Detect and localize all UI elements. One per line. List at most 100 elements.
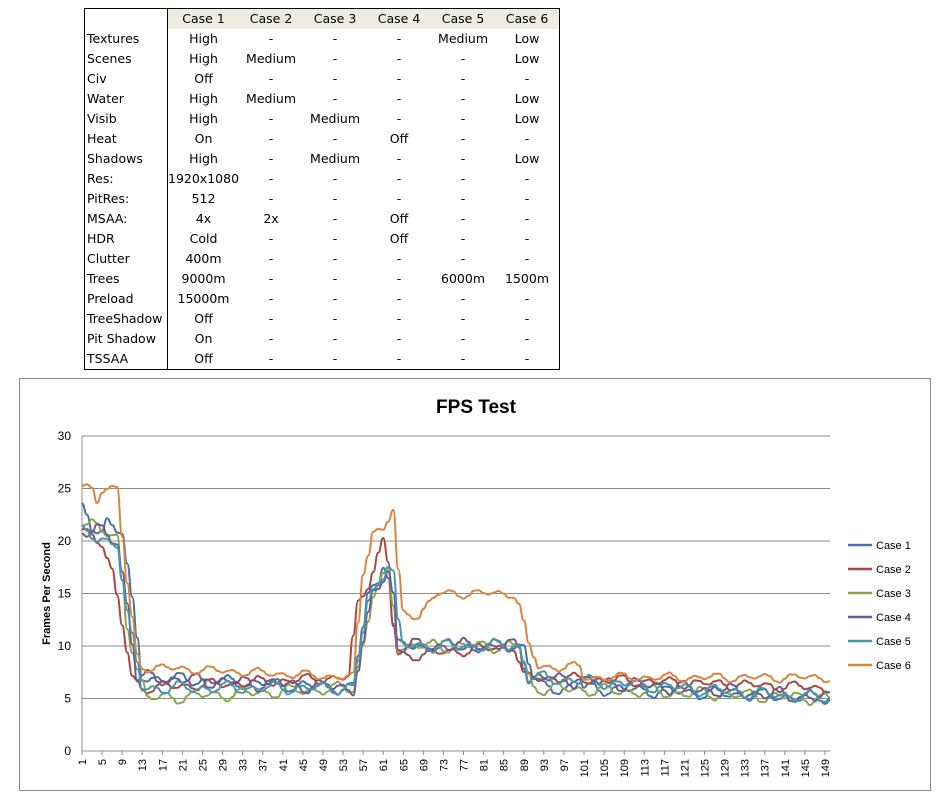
table-cell: -: [460, 311, 466, 326]
table-cell: High: [189, 111, 218, 126]
series-line-case-4: [81, 523, 831, 703]
table-row: PitRes: 512 - - - - -: [84, 189, 560, 209]
table-cell: -: [268, 71, 274, 86]
table-cell: -: [460, 151, 466, 166]
table-cell: -: [268, 251, 274, 266]
table-row: Scenes High Medium - - - Low: [84, 49, 560, 69]
table-cell: Off: [389, 231, 409, 246]
table-cell: -: [524, 311, 530, 326]
x-tick-label: 97: [559, 759, 571, 771]
table-cell: -: [460, 51, 466, 66]
table-cell: -: [332, 51, 338, 66]
table-header-cell: Case 4: [367, 8, 432, 29]
table-cell: -: [396, 291, 402, 306]
x-tick-label: 49: [318, 759, 330, 771]
table-row-label: Clutter: [84, 249, 168, 269]
table-cell: -: [268, 311, 274, 326]
table-row-label: MSAA:: [84, 209, 168, 229]
x-tick-label: 149: [820, 759, 832, 777]
table-cell: Off: [194, 351, 213, 366]
table-cell: -: [332, 251, 338, 266]
table-cell: -: [268, 331, 274, 346]
table-row-label: TSSAA: [84, 349, 168, 370]
table-row-label: HDR: [84, 229, 168, 249]
table-row-label: Water: [84, 89, 168, 109]
table-cell: -: [460, 231, 466, 246]
table-cell: Cold: [189, 231, 218, 246]
table-cell: -: [332, 351, 338, 366]
table-cell: -: [524, 231, 530, 246]
table-cell: -: [460, 211, 466, 226]
x-tick-label: 125: [699, 759, 711, 777]
x-tick-label: 133: [740, 759, 752, 777]
table-row: Res: 1920x1080 - - - - -: [84, 169, 560, 189]
table-row: TSSAA Off - - - - -: [84, 349, 560, 370]
table-cell: -: [396, 151, 402, 166]
table-cell: -: [268, 111, 274, 126]
table-header-cell: Case 5: [431, 8, 496, 29]
table-cell: -: [332, 271, 338, 286]
table-cell: -: [332, 171, 338, 186]
table-row: Trees 9000m - - - 6000m 1500m: [84, 269, 560, 289]
series-line-case-2: [82, 528, 831, 695]
table-cell: -: [332, 231, 338, 246]
table-cell: High: [189, 51, 218, 66]
table-cell: -: [396, 171, 402, 186]
table-cell: 6000m: [441, 271, 486, 286]
y-tick-label: 30: [58, 429, 72, 443]
table-cell: High: [189, 91, 218, 106]
table-cell: 400m: [185, 251, 222, 266]
x-tick-label: 29: [218, 759, 230, 771]
y-axis-label: Frames Per Second: [41, 542, 53, 645]
x-tick-label: 1: [77, 759, 89, 765]
table-cell: -: [524, 211, 530, 226]
table-cell: -: [396, 311, 402, 326]
legend-label: Case 6: [876, 660, 911, 672]
table-cell: -: [460, 131, 466, 146]
table-row-label: PitRes:: [84, 189, 168, 209]
x-tick-label: 37: [258, 759, 270, 771]
x-tick-label: 145: [800, 759, 812, 777]
table-row-label: Res:: [84, 169, 168, 189]
table-cell: Medium: [438, 31, 489, 46]
table-cell: 512: [191, 191, 216, 206]
table-header-cell: Case 1: [167, 8, 240, 29]
table-cell: Low: [514, 31, 540, 46]
table-cell: -: [268, 291, 274, 306]
table-row-label: Pit Shadow: [84, 329, 168, 349]
table-cell: -: [332, 331, 338, 346]
y-tick-label: 20: [58, 534, 72, 548]
table-row-label: Civ: [84, 69, 168, 89]
legend-label: Case 4: [876, 612, 911, 624]
x-tick-label: 65: [398, 759, 410, 771]
table-cell: 1500m: [505, 271, 550, 286]
table-row: Textures High - - - Medium Low: [84, 29, 560, 49]
table-cell: Off: [389, 211, 409, 226]
table-cell: -: [332, 211, 338, 226]
table-cell: -: [460, 251, 466, 266]
table-row: MSAA: 4x 2x - Off - -: [84, 209, 560, 229]
table-cell: High: [189, 31, 218, 46]
x-tick-label: 93: [539, 759, 551, 771]
table-cell: -: [396, 91, 402, 106]
table-header-cell: Case 3: [303, 8, 368, 29]
chart-title: FPS Test: [436, 397, 517, 418]
table-cell: Medium: [310, 111, 361, 126]
table-cell: -: [524, 331, 530, 346]
table-corner: [84, 8, 168, 29]
table-row-label: Scenes: [84, 49, 168, 69]
table-cell: -: [332, 291, 338, 306]
table-cell: 9000m: [181, 271, 226, 286]
y-tick-label: 0: [64, 744, 71, 758]
table-cell: -: [460, 71, 466, 86]
table-cell: -: [460, 291, 466, 306]
table-cell: -: [396, 51, 402, 66]
x-tick-label: 57: [358, 759, 370, 771]
table-row: HDR Cold - - Off - -: [84, 229, 560, 249]
table-cell: -: [460, 191, 466, 206]
table-cell: 2x: [263, 211, 279, 226]
x-tick-label: 105: [599, 759, 611, 777]
table-cell: -: [460, 351, 466, 366]
table-body: Textures High - - - Medium Low Scenes High Medium…: [84, 29, 560, 370]
table-header-cell: Case 6: [495, 8, 560, 29]
